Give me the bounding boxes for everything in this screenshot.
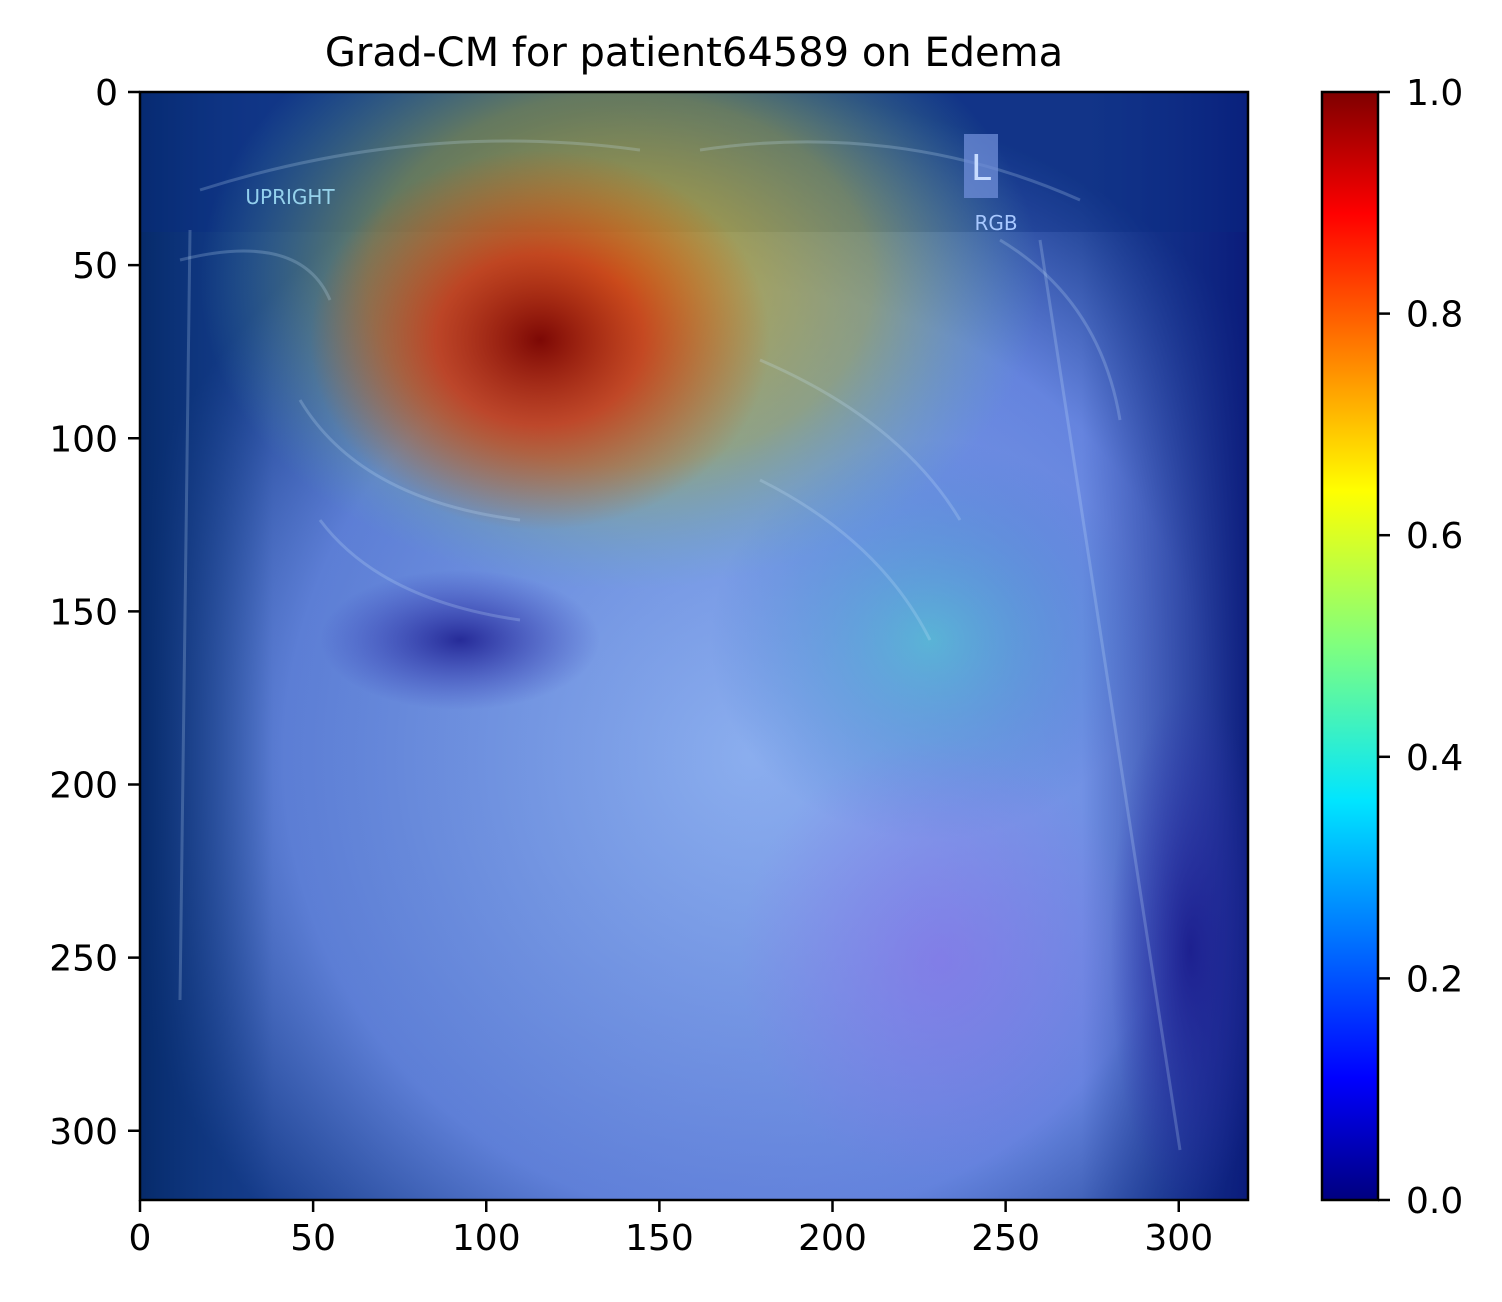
chart-title: Grad-CM for patient64589 on Edema	[325, 30, 1063, 76]
x-tick-label: 250	[971, 1218, 1040, 1259]
marker-box	[964, 134, 998, 198]
colorbar-tick-label: 0.4	[1406, 738, 1463, 779]
plot-frame	[138, 90, 1250, 1202]
activation-region	[1110, 690, 1248, 1200]
colorbar-frame	[1320, 90, 1380, 1202]
colorbar-tick-label: 0.0	[1406, 1181, 1463, 1222]
x-tick-label: 100	[452, 1218, 521, 1259]
overlay-label-l: L	[971, 148, 991, 189]
colorbar-tick-label: 0.6	[1406, 516, 1463, 557]
colorbar-tick-label: 0.8	[1406, 295, 1463, 336]
x-tick-label: 200	[798, 1218, 867, 1259]
colorbar-tick-label: 0.2	[1406, 959, 1463, 1000]
colorbar-tick-label: 1.0	[1406, 73, 1463, 114]
overlay-label-upright: UPRIGHT	[245, 185, 335, 209]
activation-region	[310, 150, 770, 530]
x-tick-label: 300	[1144, 1218, 1213, 1259]
x-tick-label: 150	[625, 1218, 694, 1259]
x-tick-label: 50	[290, 1218, 336, 1259]
y-tick-label: 150	[49, 592, 118, 633]
x-tick-label: 0	[129, 1218, 152, 1259]
y-tick-label: 200	[49, 766, 118, 807]
xray-structure	[178, 139, 1182, 1151]
heatmap-image: L RGB UPRIGHT	[140, 92, 1248, 1200]
overlay-label-rgb: RGB	[974, 211, 1017, 235]
y-tick-label: 100	[49, 419, 118, 460]
y-tick-label: 50	[72, 246, 118, 287]
activation-region	[320, 570, 600, 710]
axis-ticks: 0 50 100 150 200 250 300 0 50 100 150 200 250 300	[49, 73, 1213, 1259]
colorbar-ticks: 0.0 0.2 0.4 0.6 0.8 1.0	[1378, 73, 1463, 1222]
y-tick-label: 300	[49, 1112, 118, 1153]
y-tick-label: 0	[95, 73, 118, 114]
colorbar	[1322, 92, 1378, 1200]
activation-region	[740, 740, 1140, 1180]
y-tick-label: 250	[49, 939, 118, 980]
